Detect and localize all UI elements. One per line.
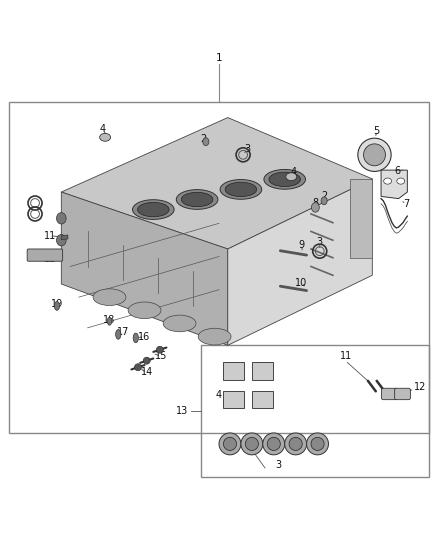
Ellipse shape <box>176 190 218 209</box>
Ellipse shape <box>163 315 196 332</box>
Text: 8: 8 <box>312 198 318 208</box>
Ellipse shape <box>138 203 169 217</box>
Circle shape <box>307 433 328 455</box>
Polygon shape <box>381 170 407 199</box>
Text: 11: 11 <box>340 351 352 361</box>
Circle shape <box>267 437 280 450</box>
FancyBboxPatch shape <box>223 391 244 408</box>
Ellipse shape <box>116 329 121 339</box>
Ellipse shape <box>57 213 66 224</box>
Ellipse shape <box>181 192 213 207</box>
Text: 14: 14 <box>141 367 153 377</box>
Text: 10: 10 <box>295 278 307 288</box>
Circle shape <box>241 433 263 455</box>
Circle shape <box>285 433 307 455</box>
Ellipse shape <box>264 169 305 189</box>
Text: 1: 1 <box>215 53 223 63</box>
FancyBboxPatch shape <box>27 249 63 261</box>
Ellipse shape <box>54 302 60 310</box>
Polygon shape <box>61 118 372 249</box>
Text: 11: 11 <box>44 231 57 241</box>
Text: 18: 18 <box>103 315 116 325</box>
Text: 4: 4 <box>290 167 297 177</box>
Ellipse shape <box>286 173 297 181</box>
Text: 12: 12 <box>44 254 57 264</box>
Ellipse shape <box>203 138 209 146</box>
Text: 13: 13 <box>176 406 188 416</box>
Ellipse shape <box>311 203 319 212</box>
Text: 3: 3 <box>317 237 323 247</box>
Ellipse shape <box>132 200 174 220</box>
Ellipse shape <box>93 289 126 305</box>
Text: 3: 3 <box>244 144 251 154</box>
Bar <box>9 102 429 433</box>
Text: 16: 16 <box>138 332 151 342</box>
FancyBboxPatch shape <box>395 388 410 400</box>
Text: 7: 7 <box>403 199 409 209</box>
FancyBboxPatch shape <box>252 391 273 408</box>
Circle shape <box>358 138 391 172</box>
Text: 15: 15 <box>155 351 167 361</box>
Ellipse shape <box>57 235 66 246</box>
Text: 12: 12 <box>414 382 426 392</box>
Circle shape <box>245 437 258 450</box>
Circle shape <box>156 346 163 353</box>
Ellipse shape <box>397 178 405 184</box>
Ellipse shape <box>269 172 300 187</box>
Ellipse shape <box>128 302 161 319</box>
Ellipse shape <box>133 333 138 343</box>
Polygon shape <box>61 192 228 345</box>
Text: 4: 4 <box>100 124 106 134</box>
Text: 4: 4 <box>215 390 221 400</box>
Ellipse shape <box>107 317 112 325</box>
FancyBboxPatch shape <box>223 362 244 380</box>
Circle shape <box>364 144 385 166</box>
Circle shape <box>311 437 324 450</box>
Polygon shape <box>228 179 372 345</box>
Circle shape <box>219 433 241 455</box>
Text: 9: 9 <box>298 240 304 251</box>
Circle shape <box>263 433 285 455</box>
Text: 2: 2 <box>201 134 207 144</box>
Circle shape <box>134 364 141 371</box>
Ellipse shape <box>220 180 261 199</box>
Text: 19: 19 <box>51 298 63 309</box>
Circle shape <box>143 357 150 364</box>
Polygon shape <box>350 179 372 258</box>
Circle shape <box>289 437 302 450</box>
Ellipse shape <box>321 197 327 205</box>
Ellipse shape <box>99 133 110 141</box>
FancyBboxPatch shape <box>252 362 273 380</box>
Polygon shape <box>61 235 68 240</box>
Bar <box>201 345 429 477</box>
Ellipse shape <box>384 178 392 184</box>
Text: 2: 2 <box>321 190 327 200</box>
Circle shape <box>223 437 237 450</box>
Text: 17: 17 <box>117 327 130 337</box>
Text: 6: 6 <box>395 166 401 176</box>
Text: 3: 3 <box>275 460 281 470</box>
Ellipse shape <box>225 182 257 197</box>
Ellipse shape <box>198 328 231 345</box>
FancyBboxPatch shape <box>381 388 397 400</box>
Text: 5: 5 <box>374 126 380 136</box>
